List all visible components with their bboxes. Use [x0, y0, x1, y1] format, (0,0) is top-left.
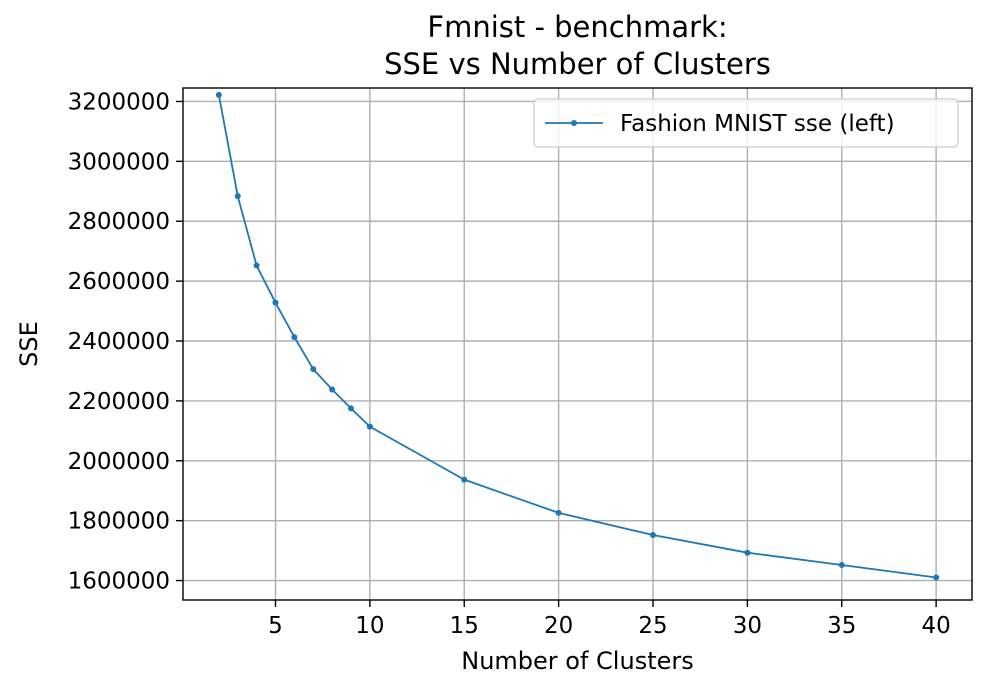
x-tick-label: 20 — [544, 613, 573, 639]
y-axis-label: SSE — [15, 321, 43, 367]
data-point — [555, 509, 562, 516]
data-point — [838, 561, 845, 568]
data-point — [253, 262, 260, 269]
y-tick-label: 1600000 — [68, 569, 170, 595]
data-point — [310, 366, 317, 373]
y-tick-label: 3000000 — [68, 149, 170, 175]
data-point — [291, 334, 298, 341]
series-line — [217, 93, 938, 579]
legend-box — [533, 98, 959, 148]
x-tick-label: 40 — [921, 613, 950, 639]
data-point — [366, 423, 373, 430]
chart-title-line: SSE vs Number of Clusters — [384, 47, 771, 81]
plot-frame — [182, 87, 973, 601]
x-tick-label: 25 — [638, 613, 667, 639]
x-tick-label: 5 — [268, 613, 283, 639]
series-layer — [215, 91, 940, 581]
y-tick-label: 2800000 — [68, 209, 170, 235]
data-point — [272, 299, 279, 306]
x-axis-label: Number of Clusters — [461, 647, 694, 675]
y-tick-label: 2600000 — [68, 269, 170, 295]
chart-title-line: Fmnist - benchmark: — [427, 10, 727, 44]
x-tick-label: 10 — [355, 613, 384, 639]
data-point — [933, 574, 940, 581]
data-point — [329, 386, 336, 393]
chart-title: Fmnist - benchmark:SSE vs Number of Clus… — [384, 10, 771, 81]
legend-swatch-marker — [571, 120, 577, 126]
data-point — [461, 476, 468, 483]
legend: Fashion MNIST sse (left) — [533, 98, 959, 148]
y-tick-label: 3200000 — [68, 89, 170, 115]
y-tick-label: 2400000 — [68, 329, 170, 355]
data-point — [215, 91, 222, 98]
y-tick-label: 1800000 — [68, 509, 170, 535]
ticks-layer: 5 10 15 20 25 30 35 40 1600000 1800000 2000000 2200… — [68, 89, 951, 639]
data-point — [744, 549, 751, 556]
data-point — [234, 193, 241, 200]
legend-label: Fashion MNIST sse (left) — [620, 111, 895, 137]
grid-layer — [183, 88, 972, 600]
data-point — [347, 405, 354, 412]
data-point — [650, 532, 657, 539]
x-tick-label: 30 — [733, 613, 762, 639]
y-tick-label: 2200000 — [68, 389, 170, 415]
x-tick-label: 35 — [827, 613, 856, 639]
y-tick-label: 2000000 — [68, 449, 170, 475]
x-tick-label: 15 — [450, 613, 479, 639]
